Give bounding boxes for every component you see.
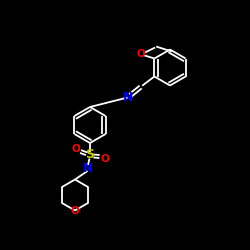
Text: O: O <box>136 49 145 59</box>
Text: O: O <box>71 144 80 154</box>
Text: S: S <box>86 148 94 162</box>
Text: O: O <box>100 154 109 164</box>
Text: N: N <box>82 162 92 174</box>
Text: N: N <box>122 91 133 104</box>
Text: O: O <box>71 206 80 216</box>
